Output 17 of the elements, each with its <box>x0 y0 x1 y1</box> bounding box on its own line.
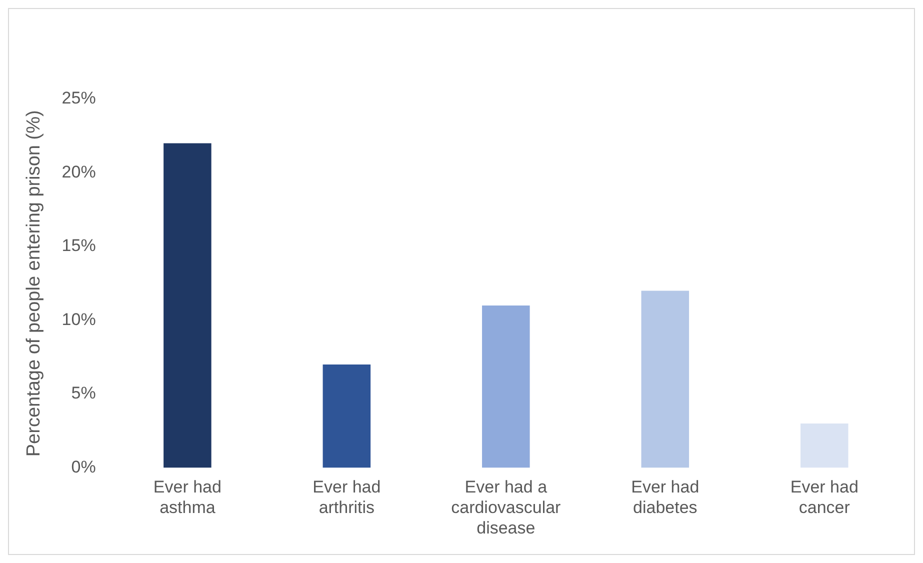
bar <box>800 424 848 468</box>
y-tick-label: 5% <box>71 384 96 403</box>
bar <box>322 364 371 468</box>
y-axis-title: Percentage of people entering prison (%) <box>24 110 45 457</box>
y-tick-label: 0% <box>71 457 96 476</box>
x-tick-label: Ever had diabetes <box>631 478 700 518</box>
x-tick-label: Ever had cancer <box>790 478 858 518</box>
bar <box>641 290 690 468</box>
bar <box>164 143 212 468</box>
y-tick-label: 20% <box>62 162 96 182</box>
y-tick-label: 10% <box>62 310 96 329</box>
x-tick-label: Ever had asthma <box>153 478 222 518</box>
y-tick-label: 15% <box>62 236 96 256</box>
x-tick-label: Ever had a cardiovascular disease <box>451 478 562 538</box>
y-tick-label: 25% <box>62 88 96 108</box>
bar <box>482 306 530 468</box>
x-tick-label: Ever had arthritis <box>312 478 381 518</box>
